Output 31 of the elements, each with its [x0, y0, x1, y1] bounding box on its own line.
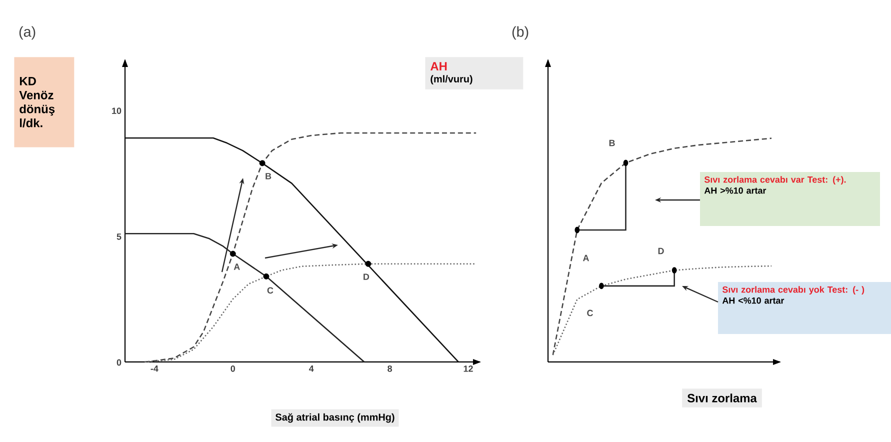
y-tick-label: 10	[112, 108, 122, 114]
annotation: AH >%10 artar	[704, 187, 766, 194]
annotation: C	[267, 287, 274, 294]
x-axis-title: Sağ atrial basınç (mmHg)	[275, 413, 394, 423]
annotation: B	[266, 173, 272, 180]
x-tick-label: 8	[388, 366, 392, 372]
point	[263, 273, 270, 280]
x-tick-label: -4	[150, 366, 158, 372]
y-axis-title: AH	[430, 62, 447, 70]
point	[365, 260, 372, 267]
annotation: D	[658, 248, 664, 254]
annotation: (ml/vuru)	[430, 75, 472, 84]
x-axis-title: Sıvı zorlama	[687, 394, 757, 402]
y-tick-label: 0	[116, 359, 122, 366]
annotation: Sıvı zorlama cevabı var Test: (+).	[704, 176, 846, 185]
annotation: C	[587, 310, 593, 316]
annotation: Sıvı zorlama cevabı yok Test: (- )	[722, 286, 864, 295]
x-tick-label: 4	[308, 366, 314, 372]
annotation: B	[609, 140, 615, 146]
chart-title: (a)	[19, 26, 36, 40]
chart-title: (b)	[512, 26, 528, 40]
annotation: A	[234, 264, 240, 270]
annotation: AH <%10 artar	[722, 297, 784, 304]
point	[230, 250, 236, 257]
point	[259, 160, 266, 166]
annotation: D	[364, 274, 370, 280]
x-tick-label: 0	[230, 366, 236, 372]
y-tick-label: 5	[116, 234, 122, 240]
annotation: A	[582, 254, 589, 262]
x-tick-label: 12	[464, 366, 473, 372]
y-axis-title: KD Venöz dönüş l/dk.	[19, 77, 55, 128]
